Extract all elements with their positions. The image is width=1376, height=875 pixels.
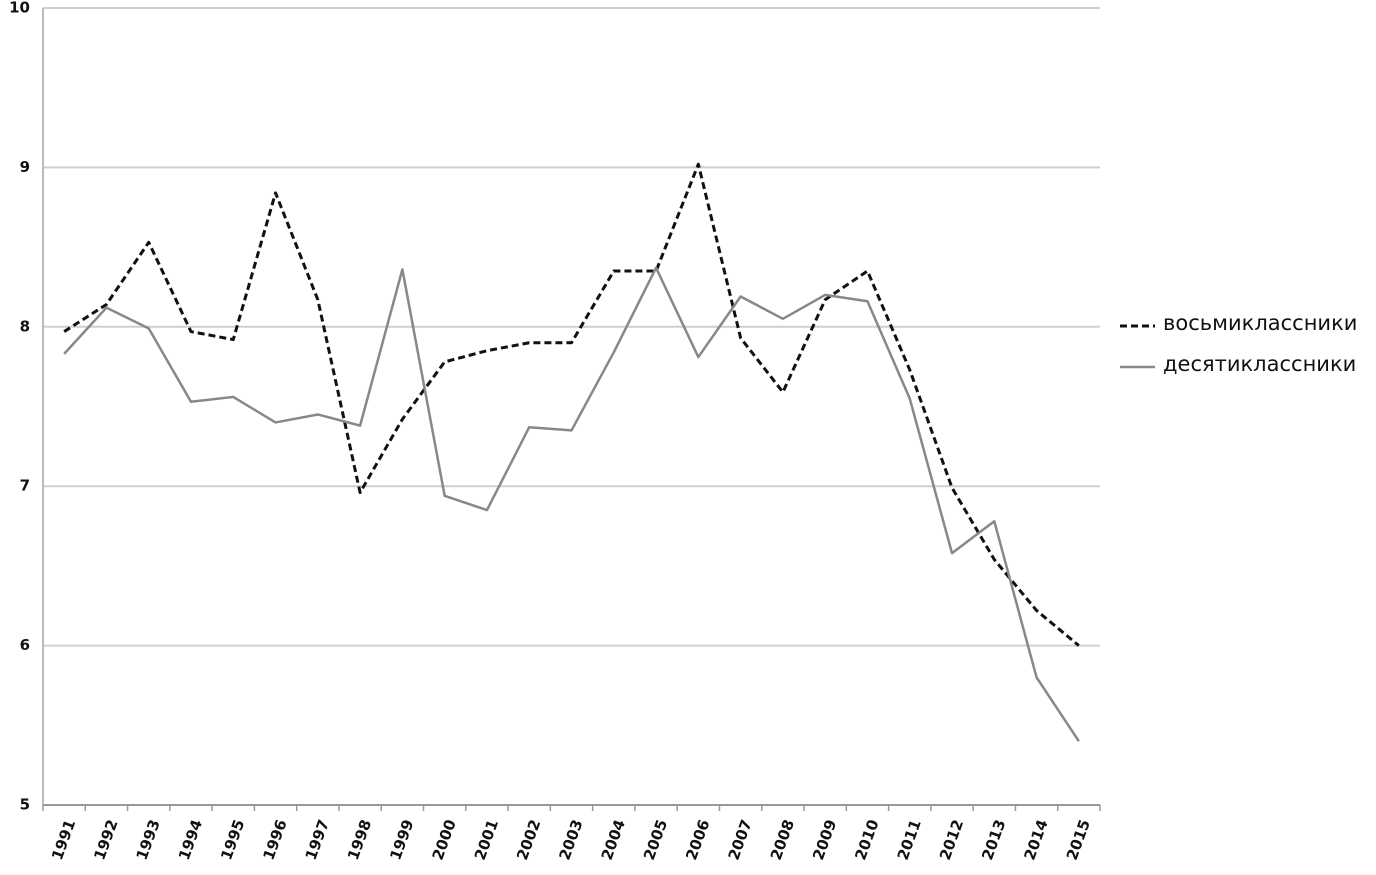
legend-label: десятиклассники	[1163, 352, 1356, 376]
x-tick-label: 2008	[767, 817, 798, 862]
x-tick-label: 2000	[429, 817, 460, 862]
data-line	[63, 162, 1080, 647]
data-line	[63, 266, 1080, 742]
x-tick-label: 2002	[513, 817, 544, 862]
x-tick-label: 2012	[936, 817, 967, 862]
x-tick-label: 2006	[682, 817, 713, 862]
x-tick-label: 2010	[851, 817, 882, 862]
x-tick-label: 2007	[725, 817, 756, 862]
x-tick-label: 2005	[640, 817, 671, 862]
x-tick-label: 2011	[894, 817, 925, 862]
x-tick-label: 1994	[175, 817, 206, 862]
y-tick-label: 6	[20, 636, 30, 654]
x-tick-label: 2015	[1063, 817, 1094, 862]
x-tick-label: 1998	[344, 817, 375, 862]
x-tick-label: 2009	[809, 817, 840, 862]
x-tick-label: 2003	[555, 817, 586, 862]
x-tick-label: 1997	[302, 817, 333, 862]
x-tick-label: 1992	[90, 817, 121, 862]
y-tick-label: 10	[9, 0, 30, 17]
x-tick-label: 1993	[133, 817, 164, 862]
y-tick-label: 5	[20, 796, 30, 814]
x-tick-label: 2004	[598, 817, 629, 862]
x-tick-label: 1995	[217, 817, 248, 862]
x-tick-label: 1996	[259, 817, 290, 862]
x-tick-label: 1991	[48, 817, 79, 862]
x-tick-label: 1999	[386, 817, 417, 862]
x-tick-label: 2001	[471, 817, 502, 862]
y-tick-label: 7	[20, 477, 30, 495]
y-tick-label: 9	[20, 158, 30, 176]
x-tick-label: 2013	[978, 817, 1009, 862]
x-tick-label: 2014	[1021, 817, 1052, 862]
y-tick-label: 8	[20, 317, 30, 335]
legend-label: восьмиклассники	[1163, 311, 1357, 335]
